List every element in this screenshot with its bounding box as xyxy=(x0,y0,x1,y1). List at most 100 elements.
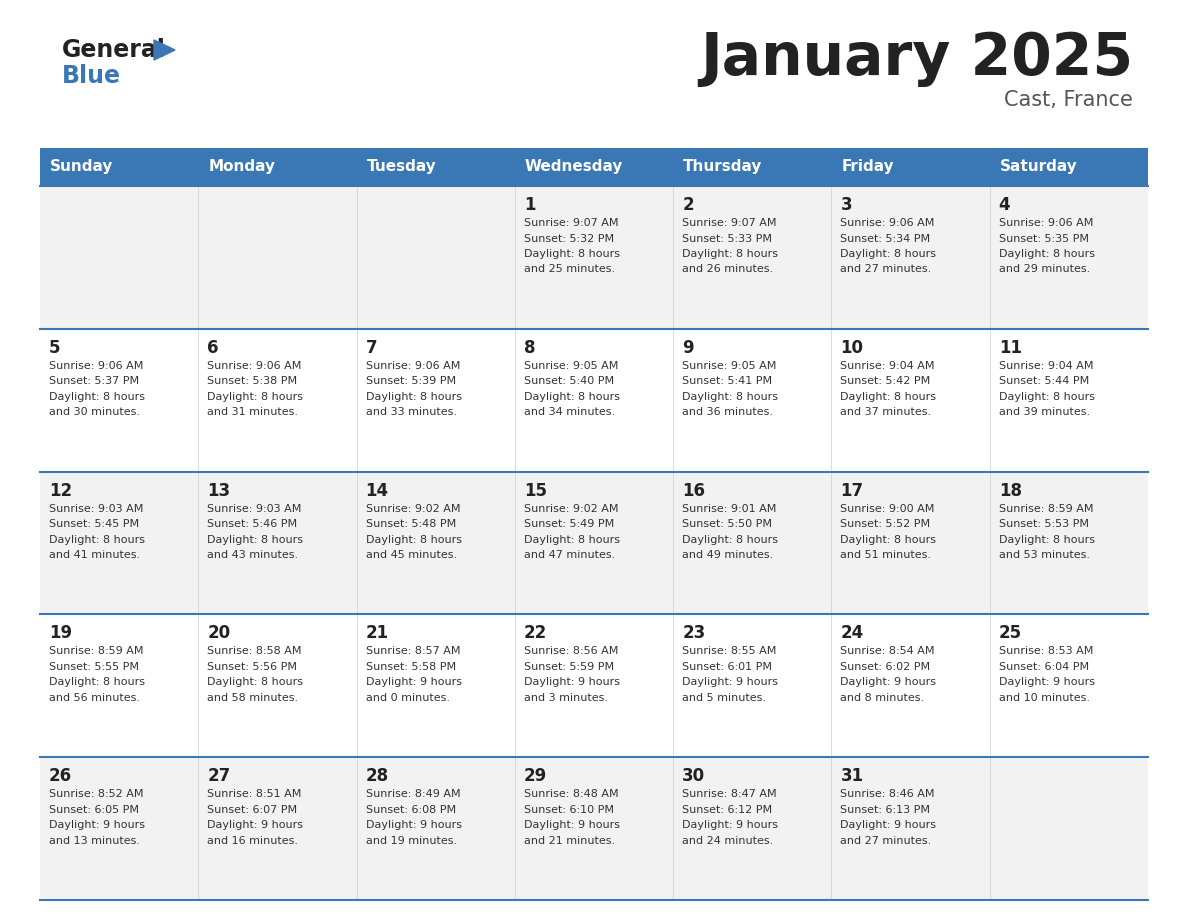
Text: Sunset: 6:04 PM: Sunset: 6:04 PM xyxy=(999,662,1089,672)
Text: and 51 minutes.: and 51 minutes. xyxy=(840,550,931,560)
Text: 17: 17 xyxy=(840,482,864,499)
Text: Sunday: Sunday xyxy=(50,160,113,174)
Bar xyxy=(198,148,356,186)
Text: Sunset: 5:40 PM: Sunset: 5:40 PM xyxy=(524,376,614,386)
Text: 13: 13 xyxy=(207,482,230,499)
Text: Sunset: 5:33 PM: Sunset: 5:33 PM xyxy=(682,233,772,243)
Text: Sunrise: 9:06 AM: Sunrise: 9:06 AM xyxy=(207,361,302,371)
Text: Sunset: 5:44 PM: Sunset: 5:44 PM xyxy=(999,376,1089,386)
Text: 5: 5 xyxy=(49,339,61,357)
Text: 7: 7 xyxy=(366,339,378,357)
Text: 29: 29 xyxy=(524,767,548,785)
Text: Wednesday: Wednesday xyxy=(525,160,624,174)
Text: Daylight: 8 hours: Daylight: 8 hours xyxy=(840,249,936,259)
Text: Daylight: 8 hours: Daylight: 8 hours xyxy=(366,534,462,544)
Text: Daylight: 8 hours: Daylight: 8 hours xyxy=(524,249,620,259)
Text: 27: 27 xyxy=(207,767,230,785)
Text: Daylight: 9 hours: Daylight: 9 hours xyxy=(682,820,778,830)
Text: Sunrise: 9:04 AM: Sunrise: 9:04 AM xyxy=(840,361,935,371)
Text: Sunset: 5:49 PM: Sunset: 5:49 PM xyxy=(524,519,614,529)
Text: and 25 minutes.: and 25 minutes. xyxy=(524,264,615,274)
Text: and 16 minutes.: and 16 minutes. xyxy=(207,835,298,845)
Text: Daylight: 8 hours: Daylight: 8 hours xyxy=(207,534,303,544)
Text: and 10 minutes.: and 10 minutes. xyxy=(999,693,1089,703)
Text: Sunset: 6:12 PM: Sunset: 6:12 PM xyxy=(682,805,772,814)
Text: and 30 minutes.: and 30 minutes. xyxy=(49,408,140,418)
Text: and 36 minutes.: and 36 minutes. xyxy=(682,408,773,418)
Text: 12: 12 xyxy=(49,482,72,499)
Text: Sunrise: 8:54 AM: Sunrise: 8:54 AM xyxy=(840,646,935,656)
Text: 22: 22 xyxy=(524,624,548,643)
Text: 11: 11 xyxy=(999,339,1022,357)
Text: Sunset: 6:01 PM: Sunset: 6:01 PM xyxy=(682,662,772,672)
Text: 14: 14 xyxy=(366,482,388,499)
Text: Daylight: 8 hours: Daylight: 8 hours xyxy=(49,677,145,688)
Text: and 49 minutes.: and 49 minutes. xyxy=(682,550,773,560)
Text: and 5 minutes.: and 5 minutes. xyxy=(682,693,766,703)
Text: Daylight: 8 hours: Daylight: 8 hours xyxy=(524,392,620,402)
Bar xyxy=(40,186,1148,329)
Text: Daylight: 8 hours: Daylight: 8 hours xyxy=(999,392,1094,402)
Text: and 27 minutes.: and 27 minutes. xyxy=(840,264,931,274)
Text: Daylight: 9 hours: Daylight: 9 hours xyxy=(524,677,620,688)
Text: Daylight: 8 hours: Daylight: 8 hours xyxy=(999,534,1094,544)
Polygon shape xyxy=(154,40,175,60)
Text: Friday: Friday xyxy=(841,160,895,174)
Text: and 3 minutes.: and 3 minutes. xyxy=(524,693,608,703)
Text: General: General xyxy=(62,38,166,62)
Text: and 24 minutes.: and 24 minutes. xyxy=(682,835,773,845)
Text: Sunrise: 9:02 AM: Sunrise: 9:02 AM xyxy=(366,504,460,513)
Text: Sunrise: 9:07 AM: Sunrise: 9:07 AM xyxy=(682,218,777,228)
Text: Sunrise: 8:57 AM: Sunrise: 8:57 AM xyxy=(366,646,460,656)
Text: and 37 minutes.: and 37 minutes. xyxy=(840,408,931,418)
Text: 2: 2 xyxy=(682,196,694,214)
Text: 20: 20 xyxy=(207,624,230,643)
Text: 1: 1 xyxy=(524,196,536,214)
Bar xyxy=(832,148,990,186)
Text: and 13 minutes.: and 13 minutes. xyxy=(49,835,140,845)
Text: Daylight: 8 hours: Daylight: 8 hours xyxy=(49,392,145,402)
Text: and 53 minutes.: and 53 minutes. xyxy=(999,550,1089,560)
Text: Daylight: 9 hours: Daylight: 9 hours xyxy=(49,820,145,830)
Text: and 41 minutes.: and 41 minutes. xyxy=(49,550,140,560)
Text: Sunset: 5:59 PM: Sunset: 5:59 PM xyxy=(524,662,614,672)
Text: Daylight: 9 hours: Daylight: 9 hours xyxy=(524,820,620,830)
Text: Daylight: 9 hours: Daylight: 9 hours xyxy=(999,677,1094,688)
Text: Sunrise: 8:55 AM: Sunrise: 8:55 AM xyxy=(682,646,777,656)
Text: 19: 19 xyxy=(49,624,72,643)
Text: Sunset: 5:32 PM: Sunset: 5:32 PM xyxy=(524,233,614,243)
Text: Sunrise: 9:04 AM: Sunrise: 9:04 AM xyxy=(999,361,1093,371)
Text: 21: 21 xyxy=(366,624,388,643)
Text: Sunrise: 9:00 AM: Sunrise: 9:00 AM xyxy=(840,504,935,513)
Text: Sunrise: 9:03 AM: Sunrise: 9:03 AM xyxy=(49,504,144,513)
Text: Sunset: 5:42 PM: Sunset: 5:42 PM xyxy=(840,376,930,386)
Text: 26: 26 xyxy=(49,767,72,785)
Text: 24: 24 xyxy=(840,624,864,643)
Text: 8: 8 xyxy=(524,339,536,357)
Text: Sunrise: 9:06 AM: Sunrise: 9:06 AM xyxy=(999,218,1093,228)
Text: January 2025: January 2025 xyxy=(700,30,1133,87)
Text: Daylight: 8 hours: Daylight: 8 hours xyxy=(366,392,462,402)
Text: and 0 minutes.: and 0 minutes. xyxy=(366,693,449,703)
Text: Daylight: 8 hours: Daylight: 8 hours xyxy=(840,534,936,544)
Text: Saturday: Saturday xyxy=(1000,160,1078,174)
Text: Sunset: 5:39 PM: Sunset: 5:39 PM xyxy=(366,376,456,386)
Text: 28: 28 xyxy=(366,767,388,785)
Text: Sunrise: 9:05 AM: Sunrise: 9:05 AM xyxy=(682,361,777,371)
Text: Sunrise: 9:06 AM: Sunrise: 9:06 AM xyxy=(49,361,144,371)
Text: Blue: Blue xyxy=(62,64,121,88)
Bar xyxy=(40,148,198,186)
Text: Sunrise: 8:53 AM: Sunrise: 8:53 AM xyxy=(999,646,1093,656)
Text: Sunrise: 9:03 AM: Sunrise: 9:03 AM xyxy=(207,504,302,513)
Text: 3: 3 xyxy=(840,196,852,214)
Text: Sunset: 6:02 PM: Sunset: 6:02 PM xyxy=(840,662,930,672)
Text: Daylight: 8 hours: Daylight: 8 hours xyxy=(49,534,145,544)
Bar xyxy=(40,329,1148,472)
Text: Tuesday: Tuesday xyxy=(367,160,436,174)
Text: Sunrise: 8:59 AM: Sunrise: 8:59 AM xyxy=(49,646,144,656)
Text: and 26 minutes.: and 26 minutes. xyxy=(682,264,773,274)
Text: Sunset: 6:10 PM: Sunset: 6:10 PM xyxy=(524,805,614,814)
Bar xyxy=(990,148,1148,186)
Text: Sunrise: 9:01 AM: Sunrise: 9:01 AM xyxy=(682,504,777,513)
Text: Sunset: 5:46 PM: Sunset: 5:46 PM xyxy=(207,519,297,529)
